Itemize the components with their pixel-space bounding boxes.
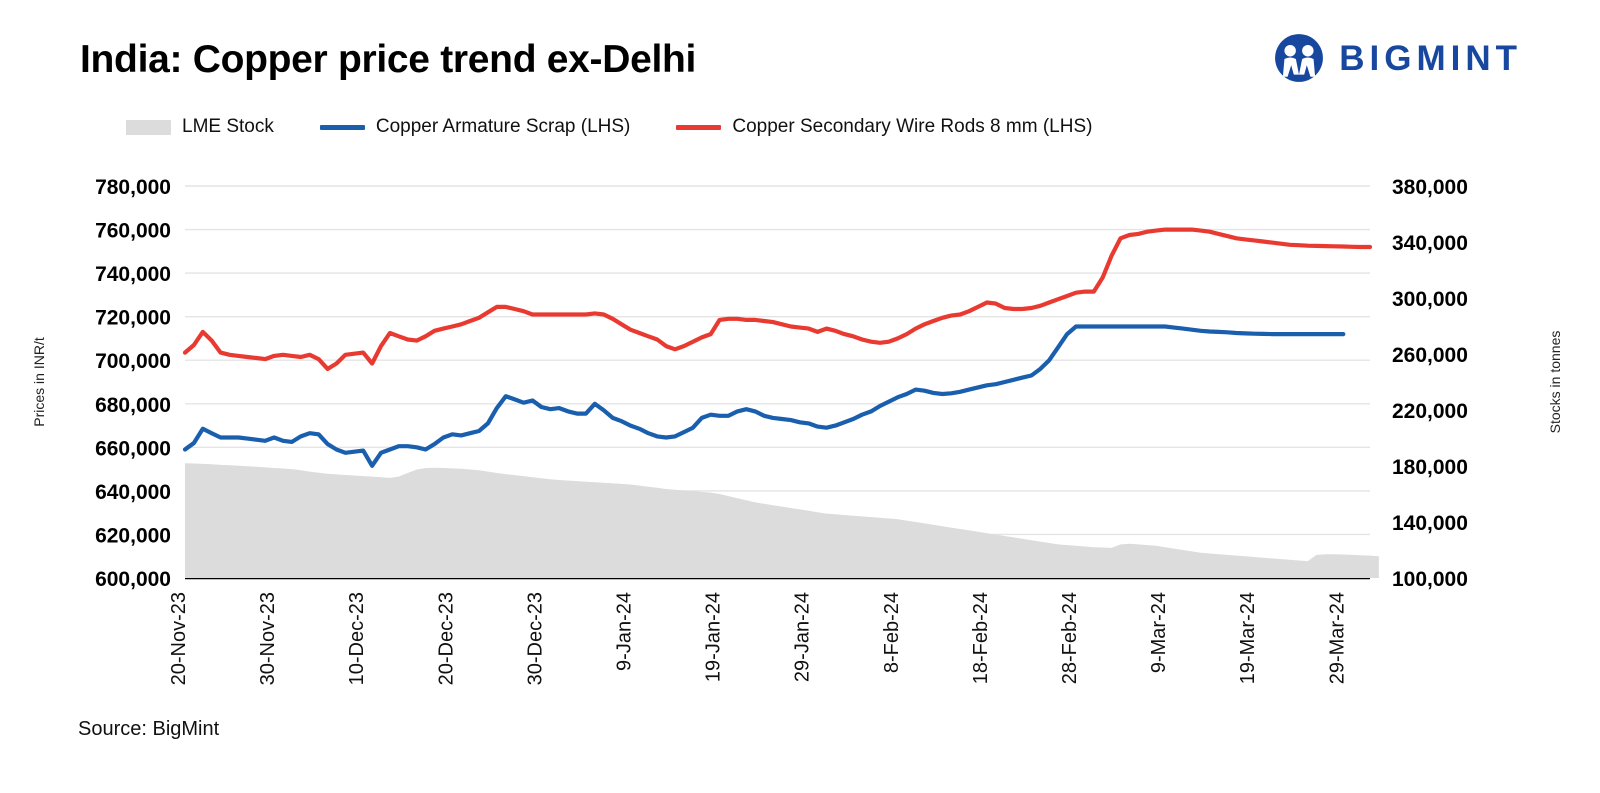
x-axis-tick: 30-Nov-23 [257,592,279,685]
series-line-wire-rods [182,227,1373,371]
legend-label-armature-scrap: Copper Armature Scrap (LHS) [375,116,631,137]
x-axis-tick: 8-Feb-24 [881,592,903,673]
y-axis-tick-left: 660,000 [95,437,171,460]
legend-item-wire-rods[interactable]: Copper Secondary Wire Rods 8 mm (LHS) [676,116,1092,138]
x-axis-tick: 9-Jan-24 [614,592,636,671]
legend-swatch-line-red-icon [676,124,722,130]
y-axis-tick-left: 780,000 [95,176,171,199]
y-axis-tick-left: 680,000 [95,394,171,417]
x-axis-tick: 19-Mar-24 [1237,592,1259,684]
legend-swatch-line-blue-icon [319,124,365,130]
x-axis-tick: 29-Jan-24 [792,592,814,682]
legend-swatch-area-icon [126,119,171,135]
y-axis-tick-right: 380,000 [1392,176,1468,199]
legend-label-lme-stock: LME Stock [182,116,274,137]
x-axis-tick: 19-Jan-24 [703,592,725,682]
series-line-armature-scrap [182,324,1346,468]
x-axis-tick: 29-Mar-24 [1326,592,1348,684]
bigmint-people-circle-icon [1275,34,1324,82]
page-title: India: Copper price trend ex-Delhi [80,38,697,81]
y-axis-tick-left: 720,000 [95,307,171,330]
series-area-lme-stock [185,463,1379,578]
x-axis-tick: 20-Dec-23 [435,592,457,685]
legend-item-armature-scrap[interactable]: Copper Armature Scrap (LHS) [319,116,631,138]
y-axis-tick-right: 100,000 [1392,568,1468,591]
legend-item-lme-stock[interactable]: LME Stock [126,116,274,138]
source-note: Source: BigMint [78,718,220,740]
y-axis-tick-right: 340,000 [1392,232,1468,255]
y-axis-tick-right: 180,000 [1392,456,1468,479]
y-axis-tick-right: 140,000 [1392,512,1468,535]
legend-label-wire-rods: Copper Secondary Wire Rods 8 mm (LHS) [732,116,1093,137]
x-axis-tick: 10-Dec-23 [346,592,368,685]
x-axis-tick: 20-Nov-23 [168,592,190,685]
chart-legend: LME Stock Copper Armature Scrap (LHS) Co… [126,116,1092,138]
x-axis-tick: 9-Mar-24 [1148,592,1170,673]
x-axis-tick: 30-Dec-23 [524,592,546,685]
y-axis-tick-left: 740,000 [95,263,171,286]
y-axis-tick-right: 220,000 [1392,400,1468,423]
y-axis-tick-left: 700,000 [95,350,171,373]
y-axis-title-right: Stocks in tonnes [1547,331,1563,434]
y-axis-tick-left: 620,000 [95,524,171,547]
brand-name: BIGMINT [1339,38,1522,78]
y-axis-tick-left: 600,000 [95,568,171,591]
y-axis-tick-left: 640,000 [95,481,171,504]
y-axis-tick-right: 300,000 [1392,288,1468,311]
brand-logo: BIGMINT [1273,32,1522,84]
y-axis-tick-right: 260,000 [1392,344,1468,367]
y-axis-tick-left: 760,000 [95,220,171,243]
y-axis-title-left: Prices in INR/t [31,337,47,427]
x-axis-tick: 28-Feb-24 [1059,592,1081,684]
x-axis-tick: 18-Feb-24 [970,592,992,684]
